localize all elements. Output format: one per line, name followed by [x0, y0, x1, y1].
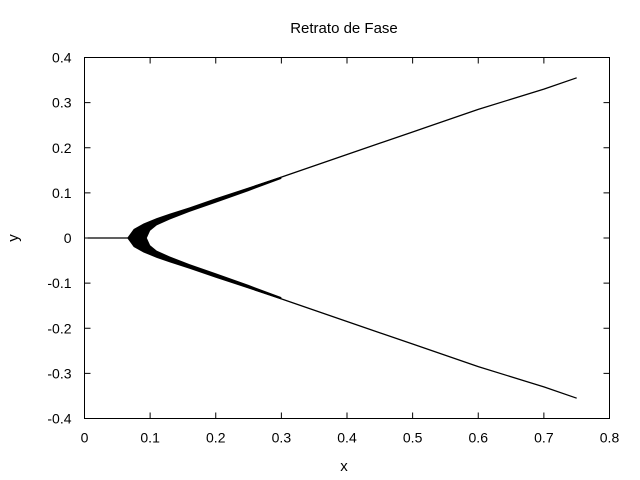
x-tick-label: 0.2	[206, 430, 226, 446]
chart-title: Retrato de Fase	[290, 20, 398, 37]
y-tick-label: -0.2	[47, 320, 71, 336]
y-tick-label: 0.3	[52, 95, 72, 111]
series-line-upper	[87, 77, 577, 239]
axis-ticks	[84, 57, 610, 419]
x-tick-label: 0.8	[600, 430, 620, 446]
series-line-lower	[129, 237, 577, 399]
oscillation-band-upper	[127, 176, 282, 238]
y-tick-label: 0.2	[52, 140, 72, 156]
x-tick-label: 0.4	[337, 430, 357, 446]
y-axis-label: y	[5, 234, 22, 242]
x-tick-labels: 0 0.1 0.2 0.3 0.4 0.5 0.6 0.7 0.8	[81, 430, 620, 446]
y-tick-label: 0.4	[52, 50, 72, 66]
x-tick-label: 0	[81, 430, 89, 446]
y-tick-label: -0.1	[47, 275, 71, 291]
y-tick-label: -0.3	[47, 365, 71, 381]
x-tick-label: 0.6	[469, 430, 489, 446]
series-layer	[87, 77, 577, 399]
y-tick-labels: 0.4 0.3 0.2 0.1 0 -0.1 -0.2 -0.3 -0.4	[47, 50, 71, 427]
y-tick-label: -0.4	[47, 411, 71, 427]
y-tick-label: 0.1	[52, 185, 72, 201]
y-tick-label: 0	[64, 230, 72, 246]
oscillation-band-lower	[127, 238, 282, 300]
plot-frame	[84, 57, 610, 419]
x-axis-label: x	[340, 458, 348, 475]
x-tick-label: 0.3	[272, 430, 292, 446]
x-tick-label: 0.7	[534, 430, 554, 446]
x-tick-label: 0.1	[140, 430, 160, 446]
x-tick-label: 0.5	[403, 430, 423, 446]
